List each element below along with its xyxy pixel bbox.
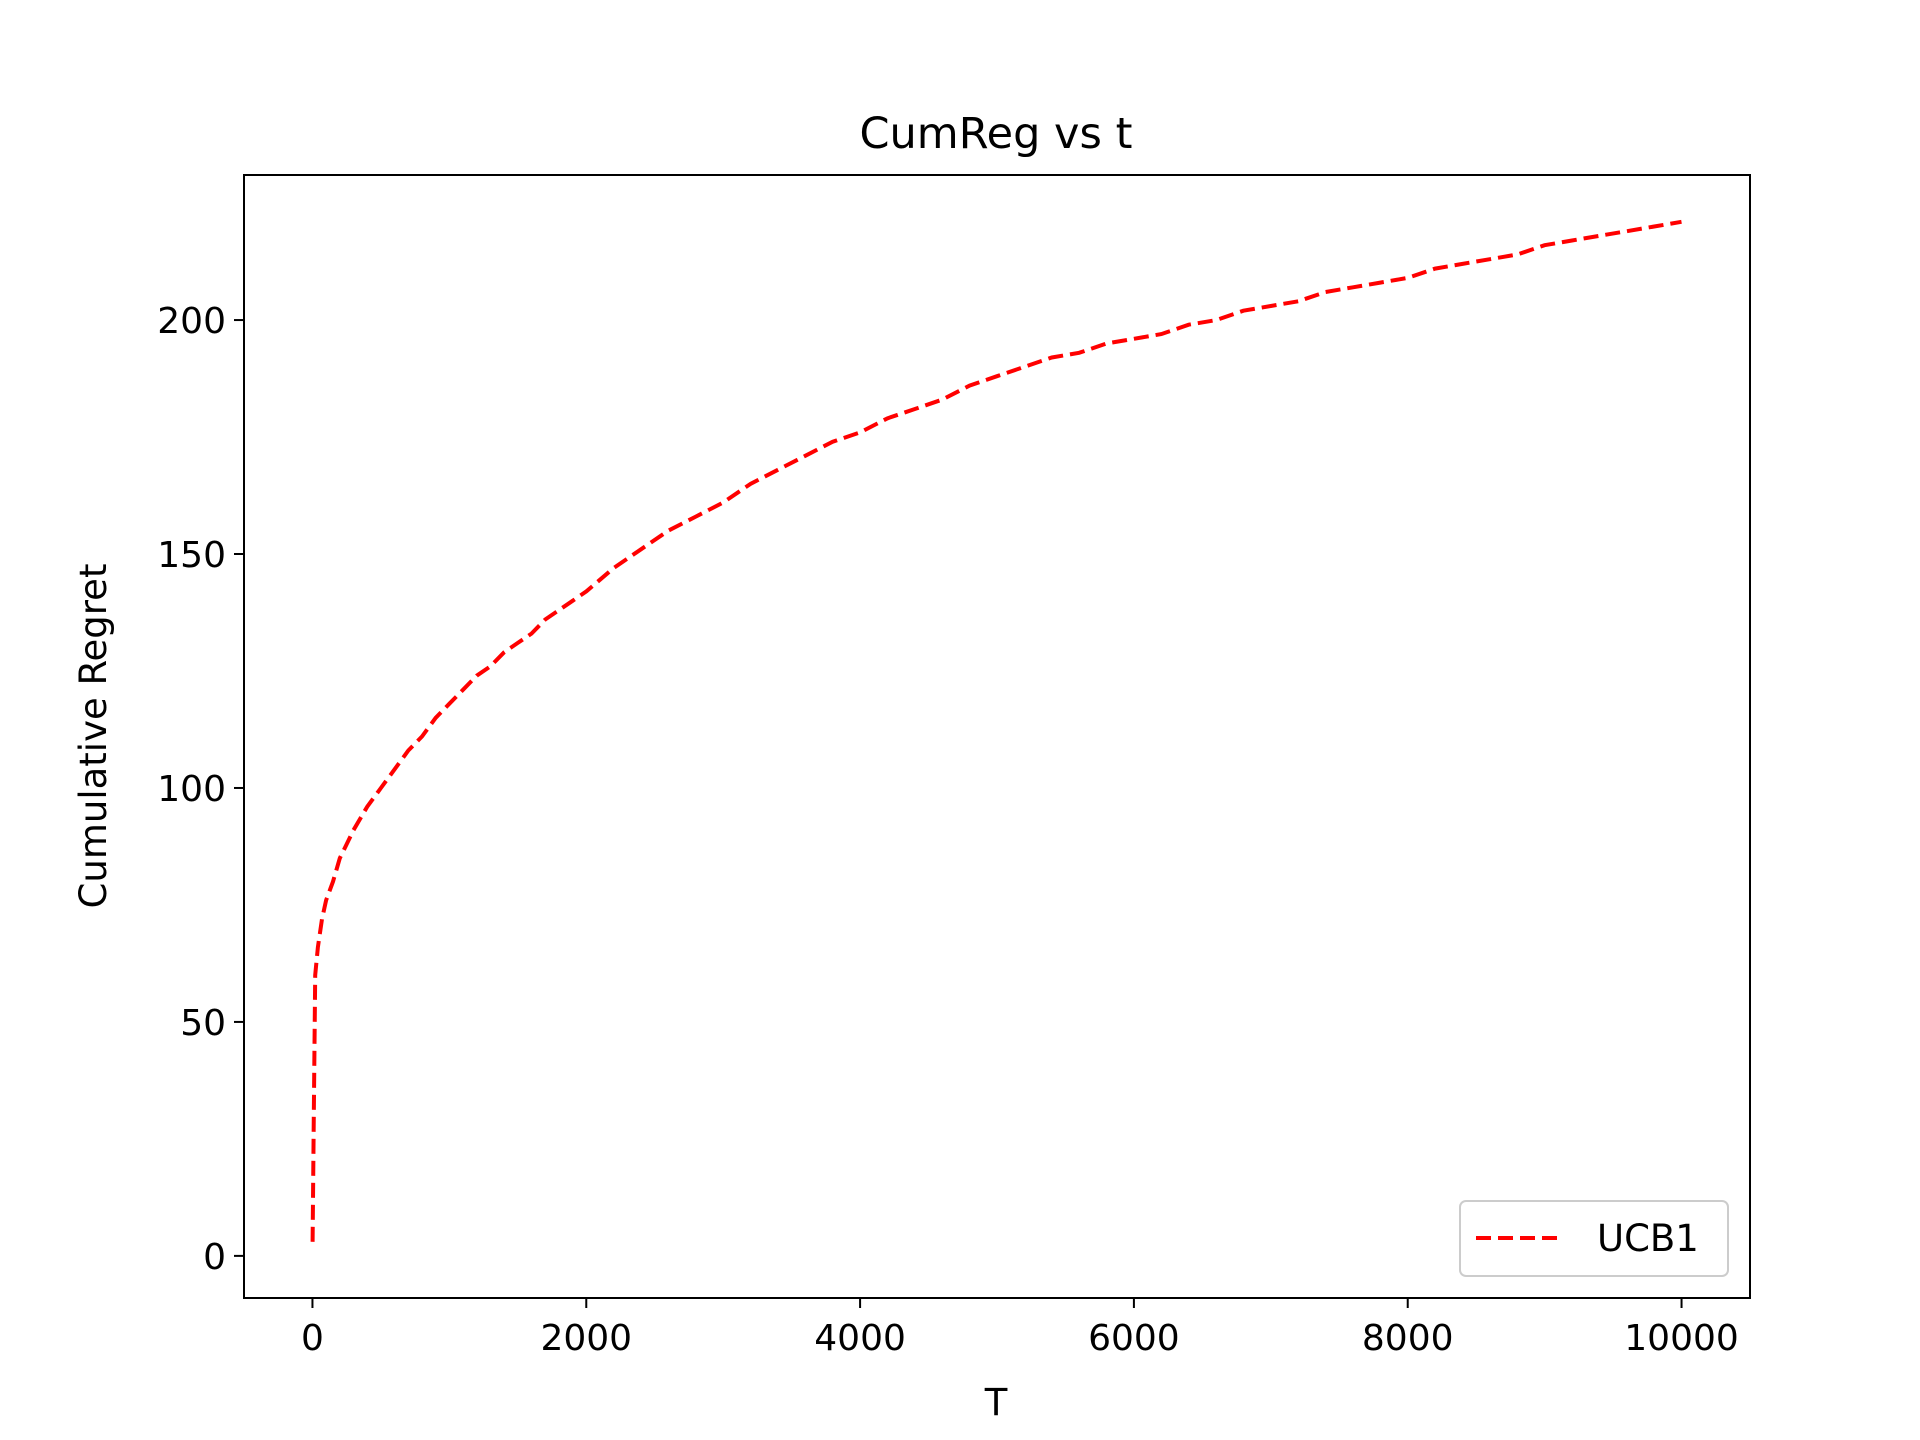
legend: UCB1 xyxy=(1459,1200,1729,1277)
x-tick-label: 6000 xyxy=(1088,1318,1180,1359)
x-axis-label: T xyxy=(984,1381,1008,1424)
legend-label-ucb1: UCB1 xyxy=(1597,1217,1699,1260)
legend-box xyxy=(1459,1200,1729,1277)
x-tick-label: 2000 xyxy=(540,1318,632,1359)
y-axis: 0 50 100 150 200 xyxy=(157,301,244,1278)
series-line-ucb1 xyxy=(310,219,1682,1242)
x-tick-label: 4000 xyxy=(814,1318,906,1359)
x-tick-label: 10000 xyxy=(1624,1318,1739,1359)
series-layer xyxy=(310,219,1682,1242)
y-tick-label: 100 xyxy=(157,769,226,810)
x-tick-label: 8000 xyxy=(1362,1318,1454,1359)
y-tick-label: 200 xyxy=(157,301,226,342)
x-tick-label: 0 xyxy=(301,1318,324,1359)
plot-frame xyxy=(243,174,1751,1299)
y-tick-label: 50 xyxy=(180,1003,226,1044)
chart-title: CumReg vs t xyxy=(860,109,1133,159)
y-axis-label: Cumulative Regret xyxy=(72,564,115,909)
y-tick-label: 150 xyxy=(157,535,226,576)
y-tick-label: 0 xyxy=(203,1237,226,1278)
x-axis: 0 2000 4000 6000 8000 10000 xyxy=(301,1298,1739,1359)
